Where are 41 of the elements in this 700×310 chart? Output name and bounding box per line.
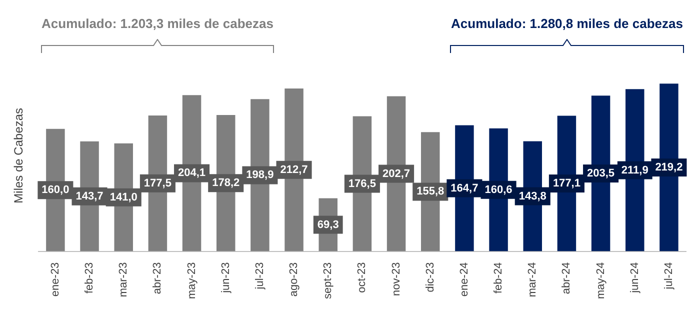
x-tick-label: jun-23 (220, 262, 232, 294)
text: Acumulado: 1.280,8 miles de cabezas (450, 16, 684, 31)
data-label: 211,9 (621, 164, 648, 176)
data-label: 143,7 (76, 190, 104, 202)
x-tick-label: mar-24 (526, 262, 539, 298)
x-tick-label: ago-23 (288, 262, 300, 297)
x-tick-label: ene-23 (49, 262, 62, 297)
data-label: 141,0 (110, 191, 138, 204)
x-tick-label: may-23 (186, 262, 198, 299)
data-label: 164,7 (450, 182, 478, 194)
x-tick-label: mar-23 (118, 262, 130, 298)
data-label: 143,8 (518, 190, 546, 202)
x-tick-label: jun-24 (628, 262, 641, 294)
data-label: 160,6 (484, 184, 512, 196)
data-label: 178,2 (212, 177, 240, 190)
x-tick-label: nov-23 (390, 262, 402, 296)
data-label: 155,8 (416, 186, 444, 198)
x-tick-label: may-24 (594, 262, 607, 299)
x-tick-label: abr-24 (560, 262, 573, 294)
data-label: 198,9 (246, 169, 274, 182)
data-label: 69,3 (317, 218, 339, 231)
x-tick-label: dic-23 (424, 262, 436, 292)
x-tick-label: abr-23 (152, 262, 164, 294)
data-label: 204,1 (178, 167, 206, 180)
data-label: 177,5 (144, 177, 172, 190)
data-label: 212,7 (280, 164, 308, 176)
y-axis-title: Miles de Cabezas (12, 108, 26, 204)
x-tick-label: oct-23 (356, 262, 368, 293)
data-label: 203,5 (587, 167, 615, 180)
x-tick-label: feb-24 (492, 262, 505, 294)
x-tick-label: jul-24 (662, 262, 675, 290)
x-tick-label: feb-23 (84, 262, 96, 294)
x-tick-label: sept-23 (322, 262, 334, 300)
data-label: 160,0 (42, 184, 70, 196)
data-label: 219,2 (655, 161, 683, 174)
data-label: 177,1 (552, 178, 580, 190)
text: Acumulado: 1.203,3 miles de cabezas (40, 16, 274, 31)
data-label: 202,7 (382, 168, 410, 180)
x-tick-label: jul-23 (254, 262, 266, 290)
x-tick-label: ene-24 (458, 262, 470, 297)
data-label: 176,5 (348, 178, 376, 190)
